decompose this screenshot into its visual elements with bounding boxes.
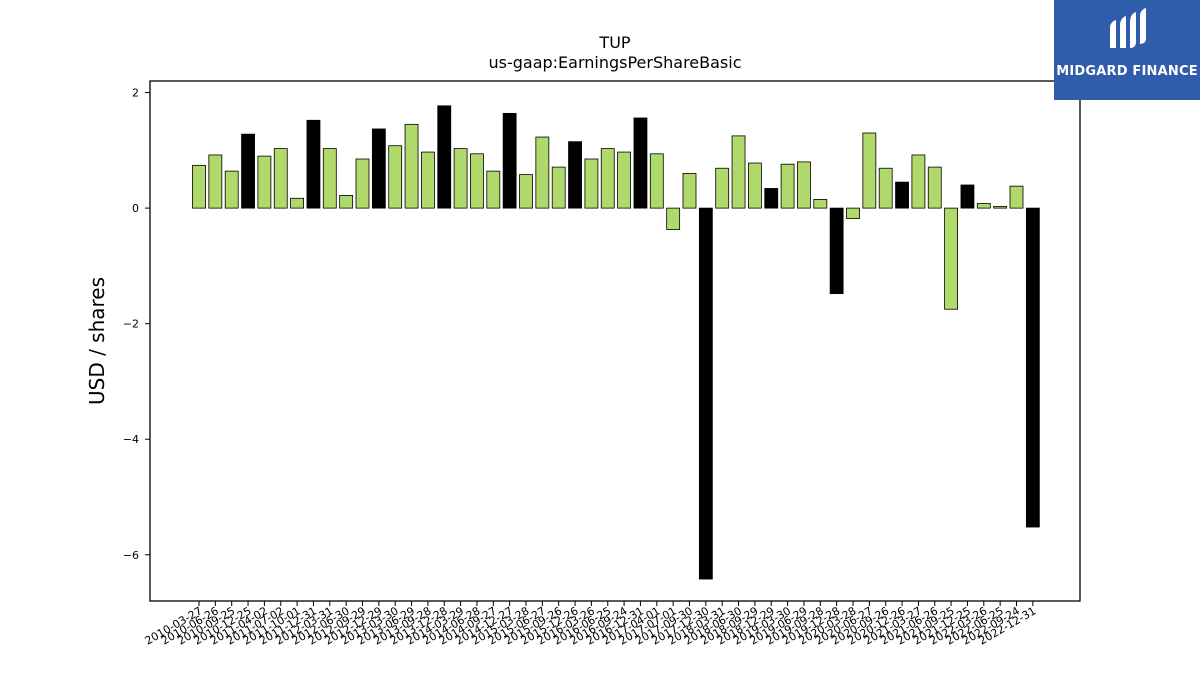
y-ticks-group: 2 0 −2 −4 −6 bbox=[123, 87, 150, 562]
bar-2016-03-26 bbox=[584, 158, 599, 209]
bar-2010-12-25 bbox=[241, 133, 255, 209]
bar-2022-06-25 bbox=[993, 205, 1008, 209]
bar-2019-03-30 bbox=[780, 163, 795, 209]
bar-2013-03-30 bbox=[388, 145, 403, 209]
bar-2018-03-31 bbox=[715, 167, 730, 209]
bar-2018-12-29 bbox=[764, 188, 779, 209]
bar-2016-09-24 bbox=[617, 151, 631, 209]
bar-2011-04-02 bbox=[257, 155, 272, 209]
bar-2021-12-25 bbox=[960, 184, 975, 209]
chart-title: TUP bbox=[598, 33, 630, 52]
bar-2014-03-29 bbox=[453, 148, 468, 209]
bar-2022-03-26 bbox=[976, 203, 991, 209]
bar-2012-09-29 bbox=[355, 158, 370, 209]
bar-2012-03-31 bbox=[322, 148, 337, 209]
x-ticks-group: 2010-03-272010-06-262010-09-252010-12-25… bbox=[143, 601, 1038, 648]
y-tick-label: 2 bbox=[132, 87, 139, 100]
bar-2019-09-28 bbox=[813, 199, 828, 209]
bar-2014-12-27 bbox=[502, 112, 517, 209]
bar-2022-12-31 bbox=[1025, 207, 1040, 528]
bar-2011-10-01 bbox=[290, 197, 305, 209]
y-tick-label: −4 bbox=[123, 433, 139, 446]
bar-2012-12-29 bbox=[371, 128, 386, 209]
bar-2017-04-01 bbox=[649, 153, 664, 209]
y-tick-label: −2 bbox=[123, 318, 139, 331]
bar-2022-09-24 bbox=[1009, 185, 1024, 209]
bar-2011-07-02 bbox=[273, 148, 288, 209]
bar-2021-06-26 bbox=[927, 166, 942, 209]
y-tick-label: 0 bbox=[132, 202, 139, 215]
bar-2017-07-01 bbox=[666, 207, 681, 230]
bar-2016-12-31 bbox=[633, 117, 648, 209]
bar-2010-03-27 bbox=[192, 164, 206, 209]
bar-2020-09-26 bbox=[878, 167, 893, 209]
bar-2013-06-29 bbox=[404, 123, 419, 209]
brand-name: MIDGARD FINANCE bbox=[1056, 64, 1198, 79]
bar-2015-03-28 bbox=[519, 174, 533, 209]
bar-2021-03-27 bbox=[911, 154, 926, 209]
bar-2017-09-30 bbox=[682, 173, 697, 209]
bar-2012-06-30 bbox=[339, 194, 354, 209]
y-tick-label: −6 bbox=[123, 549, 139, 562]
bar-2010-09-25 bbox=[224, 170, 239, 209]
brand-logo: MIDGARD FINANCE bbox=[1054, 0, 1200, 100]
chart-subtitle: us-gaap:EarningsPerShareBasic bbox=[488, 53, 741, 72]
bar-2015-09-26 bbox=[551, 166, 566, 209]
bar-2010-06-26 bbox=[208, 154, 223, 209]
bar-2019-06-29 bbox=[797, 161, 811, 209]
bar-2013-09-28 bbox=[420, 151, 435, 209]
bar-2020-06-27 bbox=[862, 132, 877, 209]
bar-2020-12-26 bbox=[895, 181, 909, 209]
plot-frame bbox=[149, 80, 1081, 602]
brand-mark-icon bbox=[1110, 8, 1146, 48]
bar-2013-12-28 bbox=[437, 105, 452, 209]
bar-2017-12-30 bbox=[698, 207, 713, 580]
bar-2011-12-31 bbox=[306, 119, 321, 209]
bar-2018-09-29 bbox=[748, 162, 762, 209]
bar-2014-06-28 bbox=[470, 153, 484, 209]
bar-2016-06-25 bbox=[600, 148, 615, 209]
bar-2019-12-28 bbox=[829, 207, 844, 295]
bar-2014-09-27 bbox=[486, 170, 501, 209]
bar-2021-09-25 bbox=[944, 207, 958, 310]
bars-group bbox=[192, 105, 1040, 580]
bar-2015-12-26 bbox=[568, 141, 582, 209]
bar-2020-03-28 bbox=[846, 207, 860, 219]
bar-2015-06-27 bbox=[535, 136, 550, 209]
y-axis-label: USD / shares bbox=[85, 277, 109, 405]
bar-2018-06-30 bbox=[731, 135, 746, 209]
